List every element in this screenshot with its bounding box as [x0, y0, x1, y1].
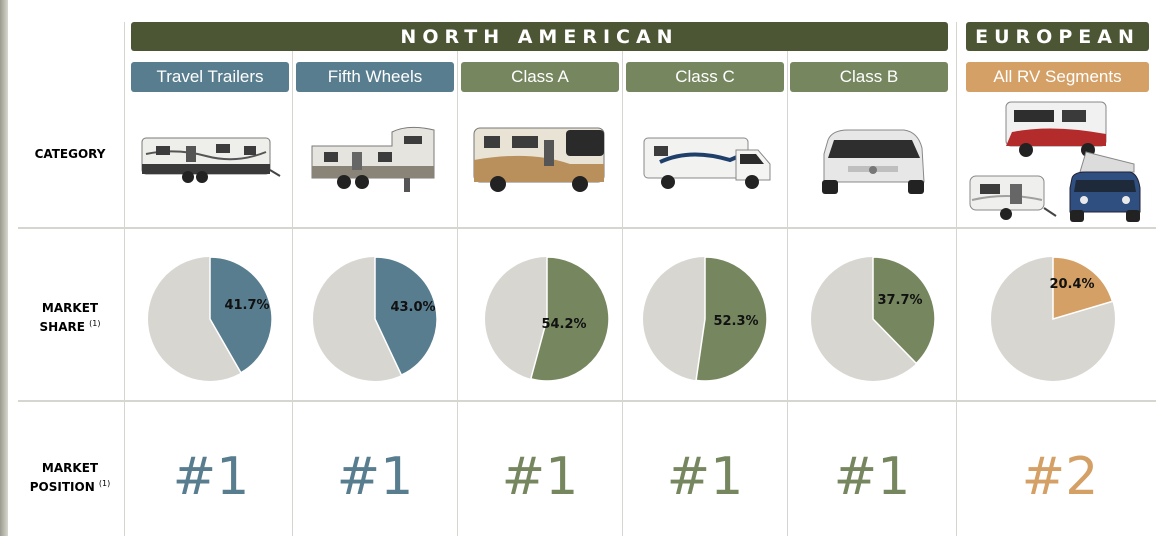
market-position-footnote: (1) [98, 479, 111, 488]
category-header-class-c: Class C [626, 62, 784, 92]
class-c-motorhome-image [643, 137, 771, 189]
category-header-class-a: Class A [461, 62, 619, 92]
pie-travel-trailers: 41.7% [148, 256, 273, 381]
pie-share-slice [872, 256, 936, 365]
pie-fifth-wheels: 43.0% [313, 256, 438, 381]
travel-trailer-image [141, 137, 281, 183]
north-american-header: NORTH AMERICAN [131, 22, 948, 51]
category-header-class-b: Class B [790, 62, 948, 92]
pie-share-slice [529, 256, 610, 382]
pie-all-rv-segments: 20.4% [991, 256, 1115, 381]
pie-share-slice [695, 256, 768, 382]
pie-class-b: 37.7% [811, 256, 936, 381]
row-label-market-share: MARKET SHARE (1) [18, 301, 122, 335]
pie-value-label: 37.7% [877, 293, 922, 308]
category-header-all-rv-segments: All RV Segments [966, 62, 1149, 92]
column-divider [787, 22, 788, 536]
market-position-label-line2: POSITION [29, 480, 95, 494]
market-position-fifth-wheels: #1 [336, 447, 414, 507]
column-divider [292, 22, 293, 536]
column-divider [124, 22, 125, 536]
pie-class-c: 52.3% [643, 256, 768, 382]
pie-value-label: 54.2% [541, 317, 586, 332]
market-position-class-b: #1 [833, 447, 911, 507]
european-camper-van-image [1069, 151, 1141, 222]
class-a-motorhome-image [473, 127, 605, 192]
left-edge-bar [0, 0, 8, 536]
row-label-category: CATEGORY [18, 147, 122, 162]
market-position-all-rv-segments: #2 [1021, 447, 1099, 507]
market-share-label-line2: SHARE [39, 320, 85, 334]
market-position-travel-trailers: #1 [172, 447, 250, 507]
pie-value-label: 20.4% [1049, 277, 1094, 292]
category-label-text: CATEGORY [34, 147, 106, 161]
market-position-class-c: #1 [666, 447, 744, 507]
pie-value-label: 52.3% [713, 314, 758, 329]
market-position-class-a: #1 [501, 447, 579, 507]
pie-share-slice [374, 256, 438, 377]
row-divider [18, 227, 1156, 229]
pie-share-slice [209, 256, 273, 374]
category-header-fifth-wheels: Fifth Wheels [296, 62, 454, 92]
row-label-market-position: MARKET POSITION (1) [18, 461, 122, 495]
column-divider [457, 22, 458, 536]
market-share-label-line1: MARKET [41, 301, 99, 315]
fifth-wheel-image [311, 126, 435, 192]
pie-class-a: 54.2% [485, 256, 610, 382]
column-divider [622, 22, 623, 536]
european-caravan-image [969, 175, 1057, 220]
european-motorhome-image [1005, 101, 1107, 157]
pie-value-label: 41.7% [224, 298, 269, 313]
pie-share-slice [1052, 256, 1114, 321]
market-position-label-line1: MARKET [41, 461, 99, 475]
row-divider [18, 400, 1156, 402]
pie-value-label: 43.0% [390, 300, 435, 315]
column-divider [956, 22, 957, 536]
category-header-travel-trailers: Travel Trailers [131, 62, 289, 92]
market-share-footnote: (1) [89, 319, 101, 328]
class-b-van-image [822, 129, 925, 194]
european-header: EUROPEAN [966, 22, 1149, 51]
